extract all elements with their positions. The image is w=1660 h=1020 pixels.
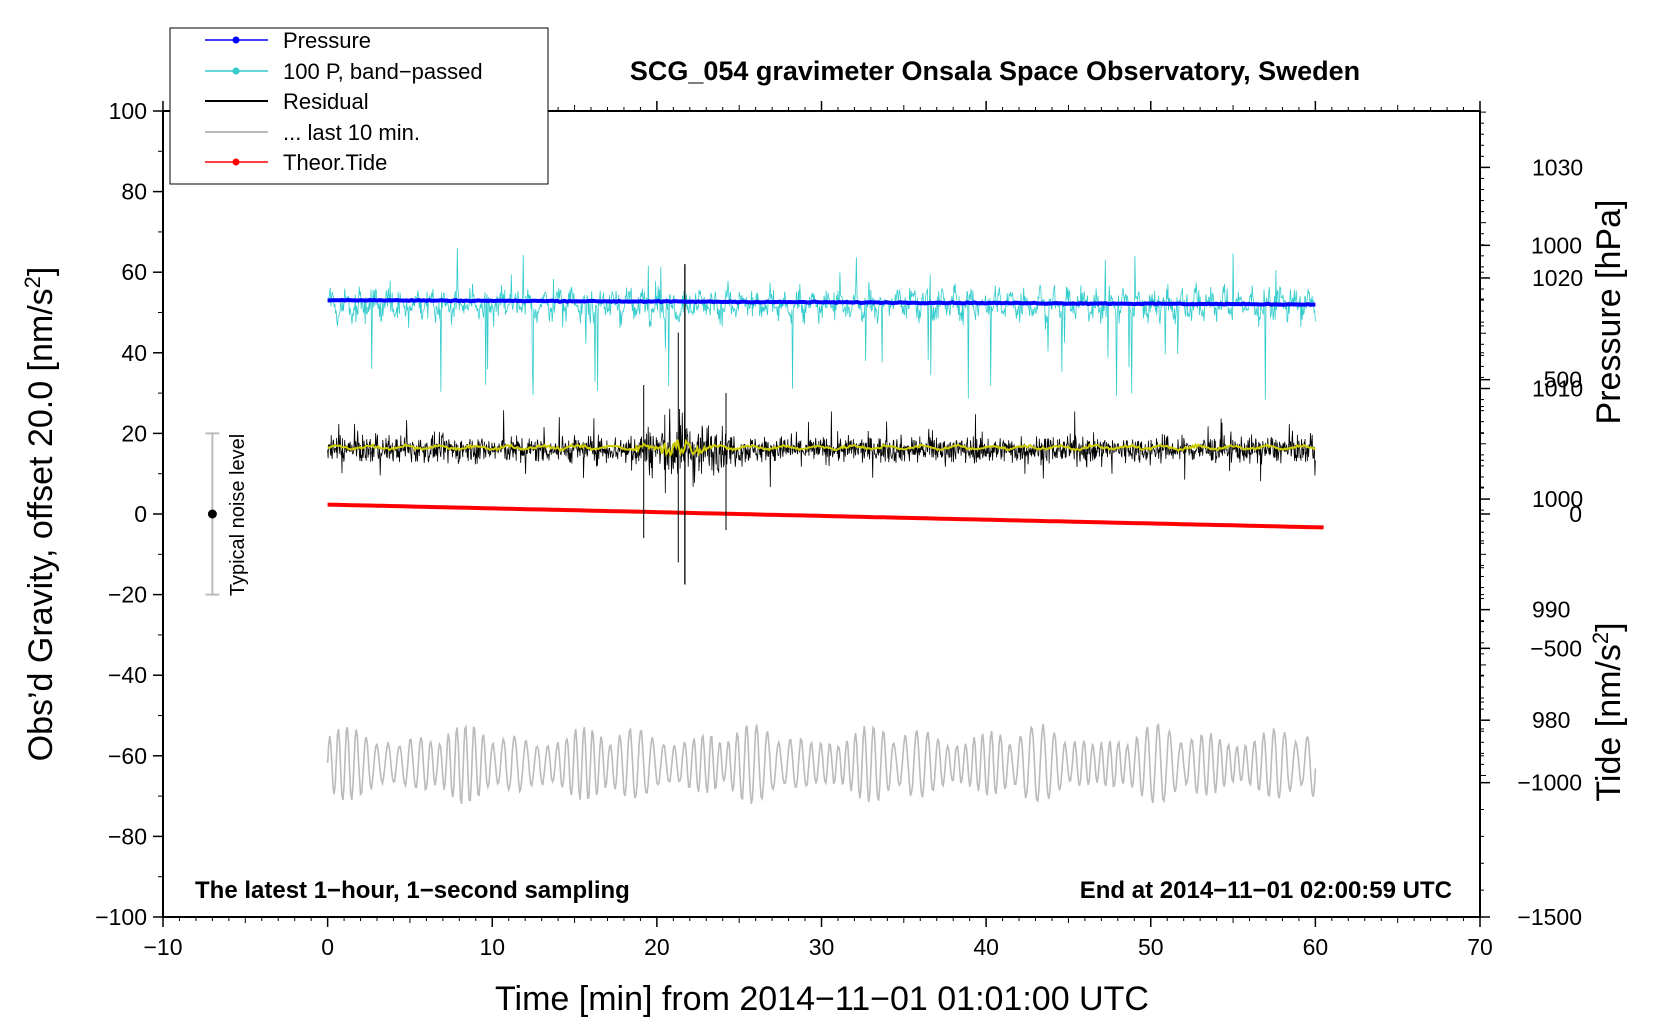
legend-marker-pressure bbox=[232, 36, 240, 44]
x-axis: −10 0 10 20 30 40 50 60 70 bbox=[143, 101, 1493, 960]
noise-level-label: Typical noise level bbox=[227, 434, 249, 596]
y-tick-label: −80 bbox=[108, 823, 147, 849]
note-right: End at 2014−11−01 02:00:59 UTC bbox=[1080, 877, 1452, 904]
legend-item-residual: Residual bbox=[205, 89, 369, 114]
y-tick-label: 80 bbox=[121, 179, 147, 205]
tide-tick-label: 500 bbox=[1544, 367, 1582, 393]
y-axis-title-pressure: Pressure [hPa] bbox=[1590, 200, 1628, 425]
legend-label-last-10-min: ... last 10 min. bbox=[283, 120, 420, 145]
y-axis-title-tide-sup: 2 bbox=[1588, 632, 1613, 644]
x-tick-label: 40 bbox=[973, 934, 999, 960]
legend-item-pressure: Pressure bbox=[205, 28, 371, 53]
chart-title: SCG_054 gravimeter Onsala Space Observat… bbox=[630, 56, 1360, 86]
y-axis-tide: 1000 500 0 −500 −1000 −1500 bbox=[1480, 232, 1582, 930]
x-tick-label: 0 bbox=[321, 934, 334, 960]
y-axis-pressure: 1030 1020 1010 1000 990 980 bbox=[1480, 111, 1583, 776]
pressure-tick-label: 1030 bbox=[1532, 154, 1583, 180]
x-axis-title: Time [min] from 2014−11−01 01:01:00 UTC bbox=[495, 980, 1149, 1018]
series-residual bbox=[327, 408, 1316, 494]
y-tick-label: 40 bbox=[121, 340, 147, 366]
series-smoothed-residual bbox=[327, 438, 1316, 458]
y-tick-label: 20 bbox=[121, 420, 147, 446]
y-axis-title-left: Obs’d Gravity, offset 20.0 [nm/s2] bbox=[20, 267, 60, 762]
tide-tick-label: −1500 bbox=[1517, 904, 1582, 930]
pressure-tick-label: 980 bbox=[1532, 707, 1570, 733]
legend-label-band-passed: 100 P, band−passed bbox=[283, 59, 483, 84]
y-axis-title-left-main: Obs’d Gravity, offset 20.0 [nm/s bbox=[22, 288, 60, 761]
tide-tick-label: 0 bbox=[1569, 501, 1582, 527]
legend-label-pressure: Pressure bbox=[283, 28, 371, 53]
series-pressure bbox=[327, 297, 1316, 307]
legend-item-last-10-min: ... last 10 min. bbox=[205, 120, 420, 145]
pressure-tick-label: 1010 bbox=[1532, 376, 1583, 402]
x-tick-label: 60 bbox=[1303, 934, 1329, 960]
legend-marker-band-passed bbox=[232, 67, 240, 75]
x-tick-label: 30 bbox=[809, 934, 835, 960]
legend-box bbox=[169, 27, 549, 185]
tide-tick-label: −500 bbox=[1530, 635, 1582, 661]
legend-item-theor-tide: Theor.Tide bbox=[205, 150, 387, 175]
pressure-tick-label: 990 bbox=[1532, 597, 1570, 623]
noise-center-dot bbox=[207, 509, 217, 519]
y-tick-label: −40 bbox=[108, 662, 147, 688]
y-tick-label: 60 bbox=[121, 259, 147, 285]
series-band-passed bbox=[327, 247, 1316, 400]
x-tick-label: 20 bbox=[644, 934, 670, 960]
y-tick-label: −100 bbox=[95, 904, 147, 930]
y-axis-title-tide: Tide [nm/s2] bbox=[1588, 622, 1628, 801]
y-axis-title-tide-end: ] bbox=[1590, 622, 1628, 631]
y-axis-title-left-sup: 2 bbox=[20, 276, 45, 288]
legend-marker-theor-tide bbox=[232, 158, 240, 166]
tide-tick-label: −1000 bbox=[1517, 770, 1582, 796]
legend-label-theor-tide: Theor.Tide bbox=[283, 150, 387, 175]
legend: Pressure 100 P, band−passed Residual ...… bbox=[169, 27, 549, 185]
y-tick-label: −60 bbox=[108, 743, 147, 769]
y-tick-label: 0 bbox=[134, 501, 147, 527]
x-tick-label: −10 bbox=[143, 934, 182, 960]
tide-tick-label: 1000 bbox=[1531, 232, 1582, 258]
x-tick-label: 10 bbox=[479, 934, 505, 960]
y-axis-title-left-end: ] bbox=[22, 267, 60, 276]
legend-item-band-passed: 100 P, band−passed bbox=[205, 59, 483, 84]
noise-level-indicator bbox=[205, 432, 220, 596]
pressure-tick-label: 1000 bbox=[1532, 486, 1583, 512]
series-last-10-min bbox=[326, 723, 1317, 805]
y-tick-label: 100 bbox=[109, 98, 147, 124]
series-theor-tide bbox=[327, 502, 1324, 530]
x-tick-label: 50 bbox=[1138, 934, 1164, 960]
y-tick-label: −20 bbox=[108, 582, 147, 608]
x-tick-label: 70 bbox=[1467, 934, 1493, 960]
y-axis-title-tide-main: Tide [nm/s bbox=[1590, 644, 1628, 801]
legend-label-residual: Residual bbox=[283, 89, 369, 114]
series-layer bbox=[326, 247, 1324, 805]
note-left: The latest 1−hour, 1−second sampling bbox=[195, 877, 630, 904]
pressure-tick-label: 1020 bbox=[1532, 265, 1583, 291]
y-axis-left: 100 80 60 40 20 0 −20 −40 −60 −80 −100 bbox=[95, 98, 163, 930]
